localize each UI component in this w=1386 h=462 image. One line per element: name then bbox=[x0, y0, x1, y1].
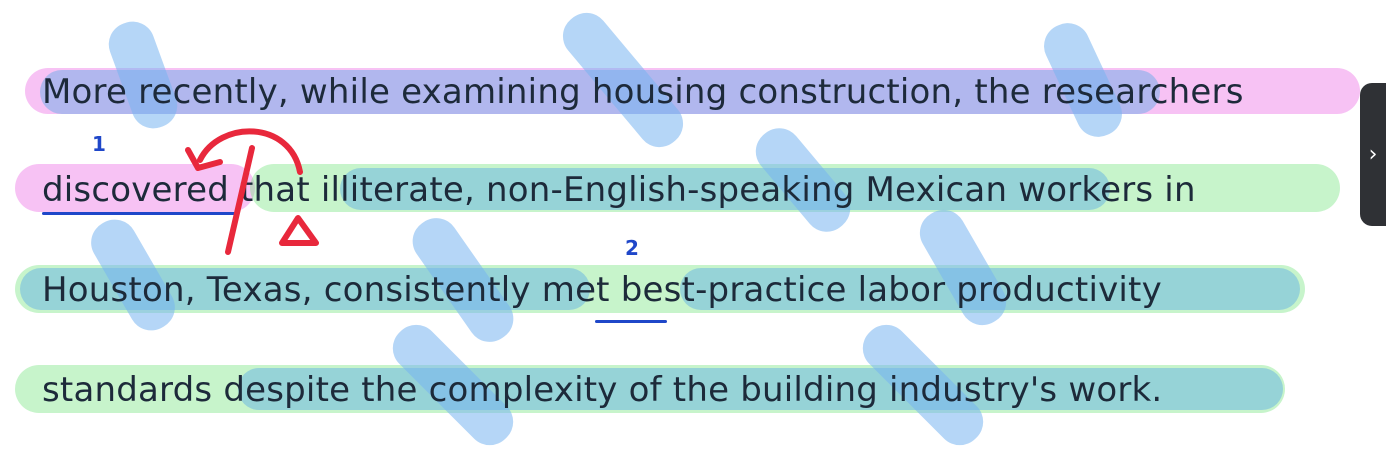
passage-line-3: Houston, Texas, consistently met best-pr… bbox=[42, 270, 1162, 310]
highlight-line4 bbox=[15, 365, 1285, 413]
highlight-line3 bbox=[15, 265, 1305, 313]
underline-discovered bbox=[42, 212, 237, 215]
underline-met bbox=[595, 320, 667, 323]
annotation-number-1: 1 bbox=[92, 132, 106, 156]
highlight-discovered bbox=[15, 164, 255, 212]
modifier-band-line2 bbox=[340, 168, 1110, 210]
passage-line-1: More recently, while examining housing c… bbox=[42, 72, 1244, 112]
highlight-line1 bbox=[25, 68, 1360, 114]
chevron-right-icon: › bbox=[1368, 142, 1378, 167]
passage-line-2: discovered that illiterate, non-English-… bbox=[42, 170, 1196, 210]
passage-line-4: standards despite the complexity of the … bbox=[42, 370, 1163, 410]
next-slide-button[interactable]: › bbox=[1360, 83, 1386, 226]
annotation-number-2: 2 bbox=[625, 236, 639, 260]
